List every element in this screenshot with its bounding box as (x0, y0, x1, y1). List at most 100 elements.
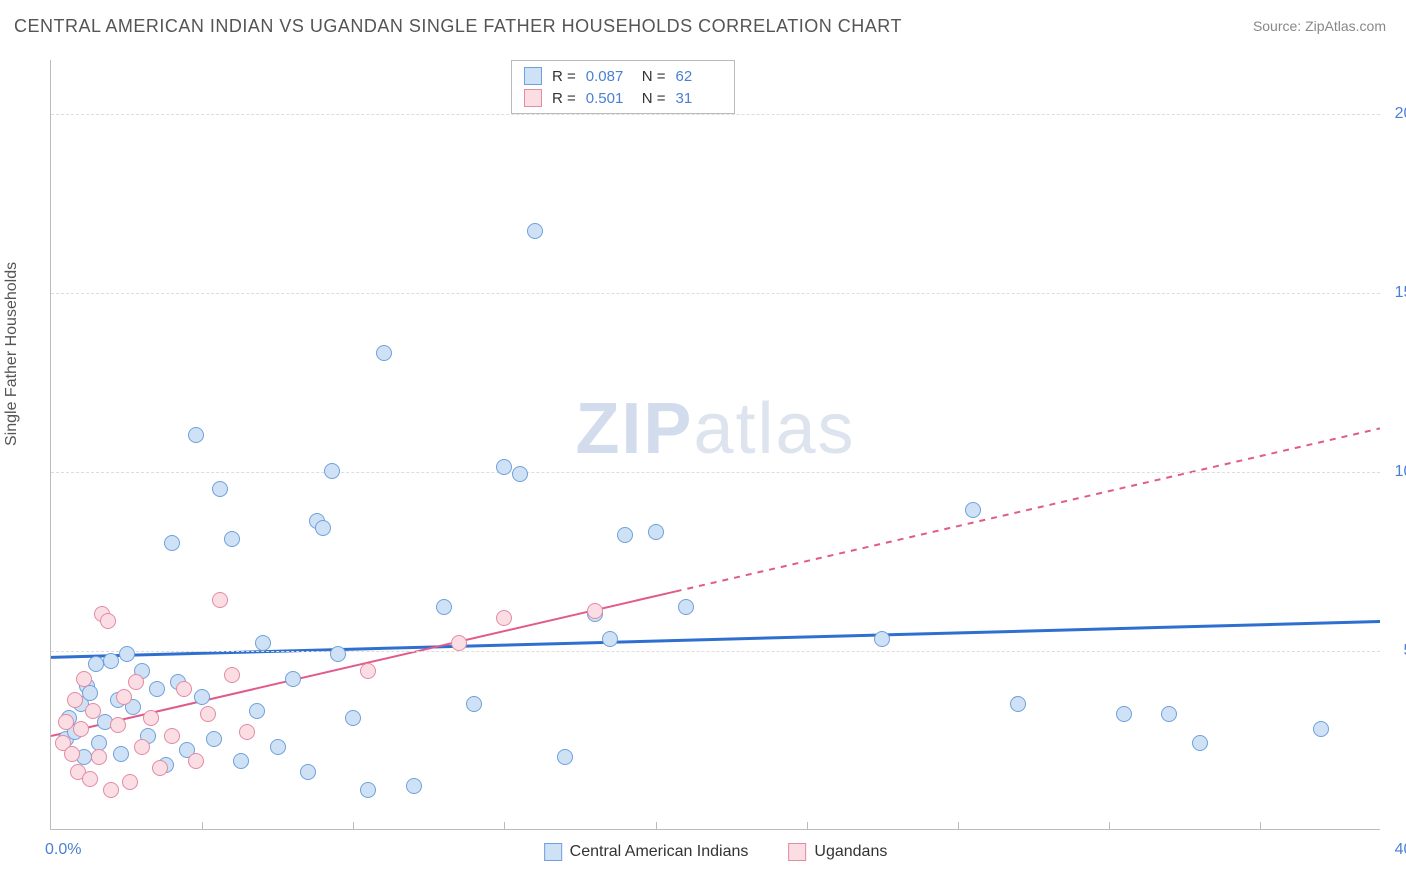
scatter-point (360, 782, 376, 798)
scatter-point (128, 674, 144, 690)
legend-label-1: Ugandans (814, 843, 887, 861)
scatter-point (149, 681, 165, 697)
scatter-point (212, 481, 228, 497)
watermark-prefix: ZIP (575, 389, 693, 469)
scatter-point (224, 531, 240, 547)
scatter-point (67, 692, 83, 708)
scatter-point (91, 749, 107, 765)
scatter-point (602, 631, 618, 647)
y-tick-label: 15.0% (1395, 284, 1406, 302)
stat-n-0: 62 (676, 68, 722, 85)
stat-label: N = (642, 68, 666, 85)
scatter-point (255, 635, 271, 651)
scatter-point (451, 635, 467, 651)
y-tick-label: 10.0% (1395, 463, 1406, 481)
stats-row-series-1: R = 0.501 N = 31 (524, 87, 722, 109)
stat-label: N = (642, 90, 666, 107)
x-tick (1260, 822, 1261, 830)
x-axis-min-label: 0.0% (45, 841, 81, 859)
scatter-point (1010, 696, 1026, 712)
scatter-point (73, 721, 89, 737)
scatter-point (188, 753, 204, 769)
x-tick (504, 822, 505, 830)
scatter-point (557, 749, 573, 765)
stats-legend-box: R = 0.087 N = 62 R = 0.501 N = 31 (511, 60, 735, 114)
scatter-point (58, 714, 74, 730)
scatter-point (212, 592, 228, 608)
scatter-point (134, 739, 150, 755)
scatter-point (1313, 721, 1329, 737)
source-attribution: Source: ZipAtlas.com (1253, 18, 1386, 34)
scatter-point (678, 599, 694, 615)
scatter-point (85, 703, 101, 719)
scatter-point (82, 685, 98, 701)
scatter-point (512, 466, 528, 482)
scatter-point (249, 703, 265, 719)
stat-r-1: 0.501 (586, 90, 632, 107)
watermark-suffix: atlas (693, 389, 855, 469)
scatter-point (648, 524, 664, 540)
swatch-series-0 (524, 67, 542, 85)
scatter-point (164, 535, 180, 551)
legend-swatch-0 (544, 843, 562, 861)
gridline (51, 472, 1380, 473)
x-tick (1109, 822, 1110, 830)
trend-line (51, 622, 1380, 658)
scatter-point (300, 764, 316, 780)
scatter-point (188, 427, 204, 443)
scatter-point (617, 527, 633, 543)
scatter-point (239, 724, 255, 740)
scatter-point (113, 746, 129, 762)
x-tick (807, 822, 808, 830)
scatter-point (88, 656, 104, 672)
scatter-point (64, 746, 80, 762)
scatter-point (466, 696, 482, 712)
trend-line (676, 428, 1380, 591)
scatter-point (436, 599, 452, 615)
scatter-point (330, 646, 346, 662)
scatter-point (206, 731, 222, 747)
scatter-point (345, 710, 361, 726)
scatter-point (116, 689, 132, 705)
scatter-point (194, 689, 210, 705)
gridline (51, 114, 1380, 115)
x-tick (202, 822, 203, 830)
watermark: ZIPatlas (575, 388, 855, 470)
scatter-point (965, 502, 981, 518)
chart-plot-area: ZIPatlas R = 0.087 N = 62 R = 0.501 N = … (50, 60, 1380, 830)
scatter-point (270, 739, 286, 755)
scatter-point (143, 710, 159, 726)
scatter-point (360, 663, 376, 679)
legend-swatch-1 (788, 843, 806, 861)
scatter-point (1192, 735, 1208, 751)
scatter-point (496, 610, 512, 626)
legend-label-0: Central American Indians (570, 843, 749, 861)
scatter-point (82, 771, 98, 787)
x-tick (656, 822, 657, 830)
scatter-point (874, 631, 890, 647)
scatter-point (122, 774, 138, 790)
scatter-point (224, 667, 240, 683)
y-axis-label: Single Father Households (3, 262, 21, 446)
chart-title: CENTRAL AMERICAN INDIAN VS UGANDAN SINGL… (14, 16, 902, 37)
stats-row-series-0: R = 0.087 N = 62 (524, 65, 722, 87)
series-legend: Central American Indians Ugandans (544, 843, 888, 861)
stat-n-1: 31 (676, 90, 722, 107)
scatter-point (110, 717, 126, 733)
x-tick (958, 822, 959, 830)
x-axis-max-label: 40.0% (1395, 841, 1406, 859)
legend-item-series-0: Central American Indians (544, 843, 749, 861)
scatter-point (324, 463, 340, 479)
scatter-point (1116, 706, 1132, 722)
scatter-point (152, 760, 168, 776)
gridline (51, 651, 1380, 652)
scatter-point (176, 681, 192, 697)
scatter-point (315, 520, 331, 536)
scatter-point (1161, 706, 1177, 722)
scatter-point (496, 459, 512, 475)
stat-r-0: 0.087 (586, 68, 632, 85)
scatter-point (103, 782, 119, 798)
scatter-point (587, 603, 603, 619)
scatter-point (285, 671, 301, 687)
scatter-point (119, 646, 135, 662)
